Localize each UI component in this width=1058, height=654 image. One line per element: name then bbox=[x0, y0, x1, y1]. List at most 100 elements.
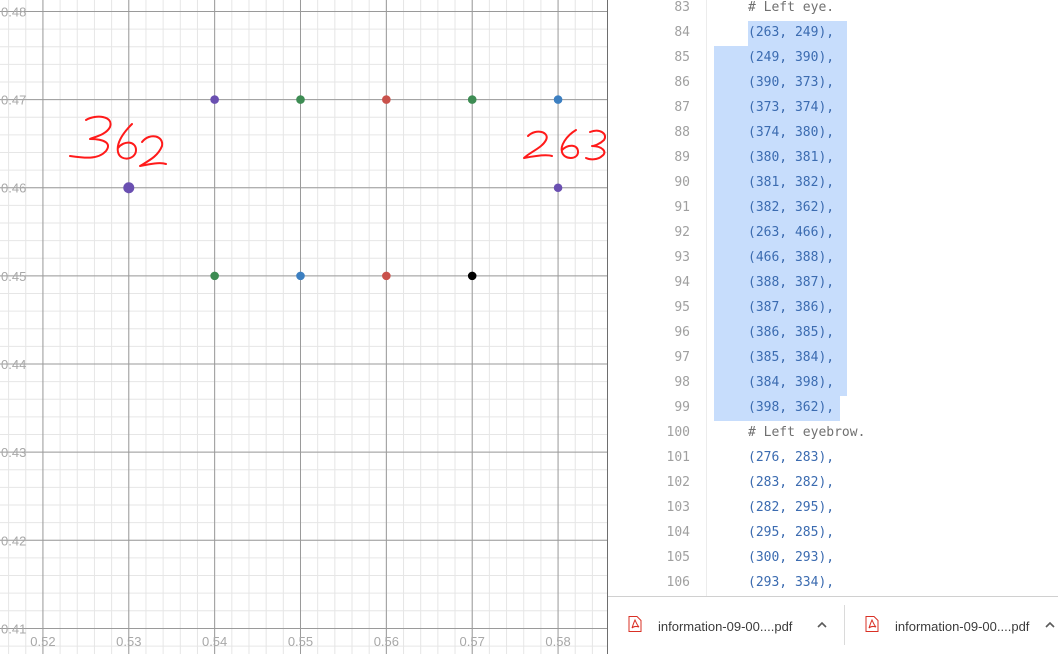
plot-point[interactable] bbox=[553, 183, 563, 193]
code-text: (293, 334), bbox=[748, 575, 835, 590]
code-line[interactable]: 102 (283, 282), bbox=[608, 471, 1058, 496]
line-number: 91 bbox=[674, 200, 690, 215]
plot-point[interactable] bbox=[296, 95, 305, 104]
code-line[interactable]: 103 (282, 295), bbox=[608, 496, 1058, 521]
y-tick-label: 0.42 bbox=[1, 533, 26, 548]
selection-highlight bbox=[714, 296, 847, 321]
code-line[interactable]: 104 (295, 285), bbox=[608, 521, 1058, 546]
selection-highlight bbox=[714, 371, 847, 396]
download-bar: information-09-00....pdf information-09-… bbox=[608, 596, 1058, 654]
download-item[interactable]: information-09-00....pdf bbox=[608, 597, 844, 654]
line-number: 93 bbox=[674, 250, 690, 265]
code-line[interactable]: 84 (263, 249), bbox=[608, 21, 1058, 46]
line-number: 89 bbox=[674, 150, 690, 165]
x-tick-label: 0.58 bbox=[545, 634, 570, 649]
x-tick-label: 0.54 bbox=[202, 634, 227, 649]
code-line[interactable]: 93 (466, 388), bbox=[608, 246, 1058, 271]
line-number: 103 bbox=[666, 500, 690, 515]
code-line[interactable]: 97 (385, 384), bbox=[608, 346, 1058, 371]
panel-divider[interactable] bbox=[607, 0, 608, 654]
code-text: (398, 362), bbox=[748, 400, 835, 415]
code-line[interactable]: 88 (374, 380), bbox=[608, 121, 1058, 146]
code-line[interactable]: 85 (249, 390), bbox=[608, 46, 1058, 71]
selection-highlight bbox=[714, 146, 847, 171]
line-number: 97 bbox=[674, 350, 690, 365]
x-tick-label: 0.57 bbox=[460, 634, 485, 649]
code-text: (466, 388), bbox=[748, 250, 835, 265]
selection-highlight bbox=[714, 171, 847, 196]
plot-point[interactable] bbox=[123, 182, 135, 194]
x-tick-label: 0.52 bbox=[30, 634, 55, 649]
selection-highlight bbox=[714, 321, 847, 346]
line-number: 87 bbox=[674, 100, 690, 115]
x-tick-label: 0.53 bbox=[116, 634, 141, 649]
pdf-icon bbox=[628, 616, 642, 632]
line-number: 86 bbox=[674, 75, 690, 90]
code-line[interactable]: 91 (382, 362), bbox=[608, 196, 1058, 221]
graph-panel[interactable]: 0.52 0.53 0.54 0.55 0.56 0.57 0.58 0.48 0.47 0.46… bbox=[0, 0, 607, 654]
code-text: (283, 282), bbox=[748, 475, 835, 490]
download-filename: information-09-00....pdf bbox=[658, 619, 793, 634]
line-number: 98 bbox=[674, 375, 690, 390]
download-separator bbox=[844, 605, 845, 645]
line-number: 83 bbox=[674, 0, 690, 15]
line-number: 95 bbox=[674, 300, 690, 315]
y-tick-label: 0.46 bbox=[1, 181, 26, 196]
selection-highlight bbox=[714, 271, 847, 296]
code-line[interactable]: 96 (386, 385), bbox=[608, 321, 1058, 346]
chevron-up-icon[interactable] bbox=[815, 619, 829, 631]
code-line[interactable]: 90 (381, 382), bbox=[608, 171, 1058, 196]
y-tick-label: 0.45 bbox=[1, 269, 26, 284]
code-text: (295, 285), bbox=[748, 525, 835, 540]
plot-point[interactable] bbox=[553, 95, 563, 104]
code-line[interactable]: 94 (388, 387), bbox=[608, 271, 1058, 296]
line-number: 88 bbox=[674, 125, 690, 140]
code-line[interactable]: 100 # Left eyebrow. bbox=[608, 421, 1058, 446]
code-text: (249, 390), bbox=[748, 50, 835, 65]
plot-point[interactable] bbox=[467, 271, 477, 281]
code-line[interactable]: 106 (293, 334), bbox=[608, 571, 1058, 596]
line-number: 99 bbox=[674, 400, 690, 415]
line-number: 105 bbox=[666, 550, 690, 565]
code-line[interactable]: 101 (276, 283), bbox=[608, 446, 1058, 471]
code-line[interactable]: 86 (390, 373), bbox=[608, 71, 1058, 96]
line-number: 90 bbox=[674, 175, 690, 190]
plot-point[interactable] bbox=[210, 95, 219, 104]
annotation-stroke bbox=[585, 129, 606, 161]
annotation-stroke bbox=[560, 129, 579, 159]
code-line[interactable]: 98 (384, 398), bbox=[608, 371, 1058, 396]
plot-point[interactable] bbox=[296, 271, 305, 281]
code-line[interactable]: 95 (387, 386), bbox=[608, 296, 1058, 321]
code-comment: # Left eyebrow. bbox=[748, 425, 866, 440]
annotation-stroke bbox=[523, 130, 553, 159]
plot-point[interactable] bbox=[382, 95, 391, 104]
code-text: (300, 293), bbox=[748, 550, 835, 565]
code-text: (390, 373), bbox=[748, 75, 835, 90]
plot-point[interactable] bbox=[210, 271, 219, 281]
code-comment: # Left eye. bbox=[748, 0, 835, 15]
selection-highlight bbox=[714, 46, 847, 71]
code-text: (263, 466), bbox=[748, 225, 835, 240]
handwritten-annotation bbox=[69, 115, 167, 167]
selection-highlight bbox=[714, 196, 847, 221]
line-number: 104 bbox=[666, 525, 690, 540]
code-line[interactable]: 92 (263, 466), bbox=[608, 221, 1058, 246]
code-text: (384, 398), bbox=[748, 375, 835, 390]
code-editor[interactable]: 83 # Left eye. 84 (263, 249), 85 (249, 390), 8… bbox=[608, 0, 1058, 596]
line-number: 96 bbox=[674, 325, 690, 340]
code-line[interactable]: 89 (380, 381), bbox=[608, 146, 1058, 171]
handwritten-annotation bbox=[523, 129, 606, 161]
code-line[interactable]: 105 (300, 293), bbox=[608, 546, 1058, 571]
plot-point[interactable] bbox=[382, 271, 391, 281]
graph-canvas[interactable]: 0.52 0.53 0.54 0.55 0.56 0.57 0.58 0.48 0.47 0.46… bbox=[0, 0, 607, 654]
plot-point[interactable] bbox=[467, 95, 477, 104]
chevron-up-icon[interactable] bbox=[1043, 619, 1057, 631]
code-text: (388, 387), bbox=[748, 275, 835, 290]
gutter-divider bbox=[706, 0, 707, 596]
code-line[interactable]: 83 # Left eye. bbox=[608, 0, 1058, 21]
code-line[interactable]: 87 (373, 374), bbox=[608, 96, 1058, 121]
download-item[interactable]: information-09-00....pdf bbox=[845, 597, 1058, 654]
line-number: 100 bbox=[666, 425, 690, 440]
code-line[interactable]: 99 (398, 362), bbox=[608, 396, 1058, 421]
code-text: (276, 283), bbox=[748, 450, 835, 465]
